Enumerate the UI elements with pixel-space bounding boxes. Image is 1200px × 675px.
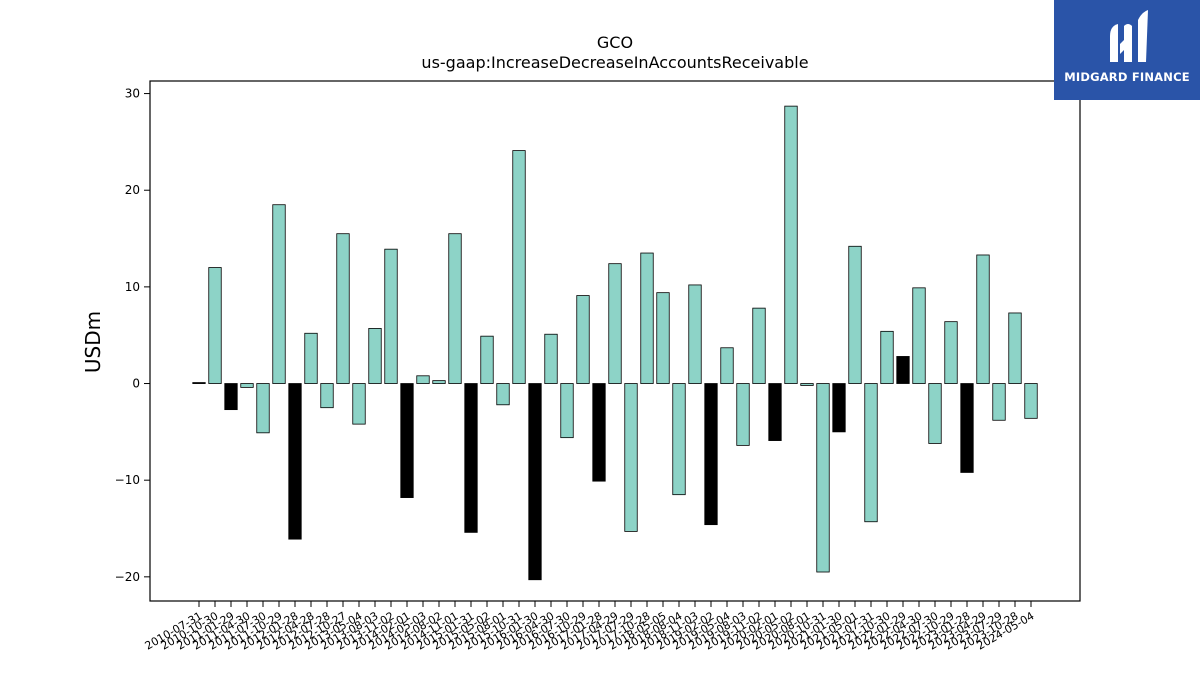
bar-2019-08-03 [736,383,750,446]
bar-2010-10-30 [208,267,222,384]
y-axis-label: USDm [81,311,105,373]
bar-2022-10-29 [944,321,958,384]
bar-2017-01-28 [592,383,606,482]
chart-subtitle: us-gaap:IncreaseDecreaseInAccountsReceiv… [421,53,808,72]
bar-2021-10-30 [880,330,894,384]
bar-2022-04-30 [912,287,926,384]
bar-2017-07-29 [624,383,638,532]
y-tick-label: −20 [115,570,140,584]
bar-2016-07-30 [560,383,574,439]
bar-2018-08-04 [672,383,686,496]
bar-2014-08-02 [432,380,446,384]
y-tick-label: 20 [125,183,140,197]
bar-2023-10-28 [1008,312,1022,384]
bar-2016-04-30 [544,333,558,384]
bar-2012-10-27 [336,233,350,384]
bars-group [192,105,1038,581]
bar-2015-08-01 [496,383,510,406]
bar-2015-05-02 [480,335,494,384]
bar-2015-10-31 [512,150,526,384]
bar-2020-05-02 [784,105,798,384]
bar-2012-04-28 [304,332,318,384]
bar-2023-04-29 [976,254,990,384]
bar-2021-05-01 [848,245,862,384]
bar-2017-10-28 [640,252,654,384]
bar-2010-07-31 [192,382,206,384]
brand-name: MIDGARD FINANCE [1064,70,1190,84]
y-tick-label: −10 [115,473,140,487]
bar-2014-02-01 [400,383,414,498]
bar-2014-05-03 [416,375,430,384]
y-tick-label: 30 [125,87,140,101]
chart-title: GCO [597,33,633,52]
bar-2019-02-02 [704,383,718,526]
bar-2019-11-02 [752,307,766,384]
bar-2019-05-04 [720,347,734,384]
bar-2021-01-30 [832,383,846,433]
bar-2023-07-29 [992,383,1006,421]
y-tick-label: 0 [132,377,140,391]
bar-2015-01-31 [464,383,478,533]
bar-2016-01-30 [528,383,542,581]
bar-2020-08-01 [800,383,814,386]
plot-frame [149,80,1081,602]
bar-2023-01-28 [960,383,974,473]
x-axis: 2010-07-312010-10-302011-01-292011-04-30… [143,601,1037,653]
brand-logo: MIDGARD FINANCE [1054,0,1200,100]
bar-2014-11-01 [448,233,462,384]
bar-2021-07-31 [864,383,878,523]
bar-2018-11-03 [688,284,702,384]
bar-2017-04-29 [608,263,622,384]
bar-2012-07-28 [320,383,334,409]
midgard-logo-icon [1110,10,1148,62]
bar-2013-08-03 [368,328,382,384]
bar-2011-04-30 [240,383,254,388]
bar-2011-01-29 [224,383,238,411]
bar-2022-07-30 [928,383,942,444]
y-axis: −20 −10 0 10 20 30 [115,87,150,584]
bar-2022-01-29 [896,356,910,384]
bar-2016-10-29 [576,295,590,384]
bar-2020-10-31 [816,383,830,573]
bar-2024-05-04 [1024,383,1038,419]
bar-2013-05-04 [352,383,366,425]
bar-2011-10-29 [272,204,286,384]
y-tick-label: 10 [125,280,140,294]
bar-2012-01-28 [288,383,302,540]
bar-2011-07-30 [256,383,270,434]
bar-2020-02-01 [768,383,782,441]
bar-2013-11-02 [384,248,398,384]
bar-2018-05-05 [656,292,670,384]
